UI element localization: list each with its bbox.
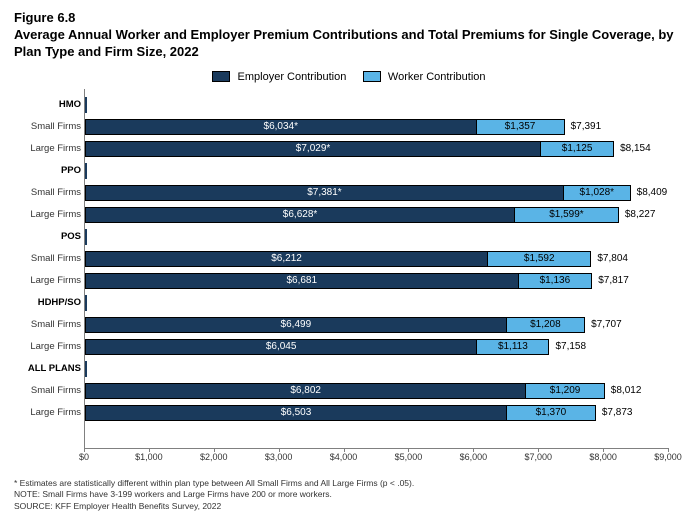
- category-header-label: POS: [15, 231, 81, 242]
- x-tick-label: $3,000: [265, 452, 293, 462]
- legend-worker-label: Worker Contribution: [388, 71, 486, 83]
- bar-worker: $1,125: [541, 141, 614, 157]
- category-header-row: HMO: [85, 97, 668, 113]
- bar-worker: $1,113: [477, 339, 549, 355]
- firm-size-label: Large Firms: [15, 209, 81, 220]
- category-header-row: PPO: [85, 163, 668, 179]
- category-header-label: HMO: [15, 99, 81, 110]
- data-row: Small Firms$6,212$1,592$7,804: [85, 251, 668, 267]
- x-tick-label: $2,000: [200, 452, 228, 462]
- bar-total-label: $7,817: [598, 275, 629, 286]
- bar-worker: $1,592: [488, 251, 591, 267]
- plot: HMOSmall Firms$6,034*$1,357$7,391Large F…: [84, 89, 668, 449]
- bar-worker: $1,209: [526, 383, 604, 399]
- bar-worker: $1,028*: [564, 185, 631, 201]
- x-tick-label: $8,000: [589, 452, 617, 462]
- category-header-label: PPO: [15, 165, 81, 176]
- data-row: Large Firms$6,503$1,370$7,873: [85, 405, 668, 421]
- bar-worker: $1,599*: [515, 207, 619, 223]
- x-tick-label: $4,000: [330, 452, 358, 462]
- bar-total-label: $8,409: [637, 187, 668, 198]
- bar-total-label: $7,707: [591, 319, 622, 330]
- figure-container: Figure 6.8 Average Annual Worker and Emp…: [0, 0, 698, 472]
- category-header-row: POS: [85, 229, 668, 245]
- x-tick-label: $0: [79, 452, 89, 462]
- firm-size-label: Large Firms: [15, 341, 81, 352]
- firm-size-label: Small Firms: [15, 319, 81, 330]
- chart-area: HMOSmall Firms$6,034*$1,357$7,391Large F…: [84, 89, 668, 464]
- bar-worker: $1,208: [507, 317, 585, 333]
- bar-employer: $6,499: [85, 317, 507, 333]
- footnotes: * Estimates are statistically different …: [0, 472, 698, 512]
- data-row: Large Firms$6,045$1,113$7,158: [85, 339, 668, 355]
- bar-employer: $7,381*: [85, 185, 564, 201]
- bar-total-label: $7,873: [602, 407, 633, 418]
- bar-total-label: $7,391: [571, 121, 602, 132]
- data-row: Small Firms$6,499$1,208$7,707: [85, 317, 668, 333]
- firm-size-label: Large Firms: [15, 275, 81, 286]
- legend-swatch-employer: [212, 71, 230, 82]
- legend: Employer Contribution Worker Contributio…: [14, 67, 684, 85]
- x-axis-labels: $0$1,000$2,000$3,000$4,000$5,000$6,000$7…: [84, 449, 668, 467]
- firm-size-label: Small Firms: [15, 253, 81, 264]
- data-row: Small Firms$6,034*$1,357$7,391: [85, 119, 668, 135]
- data-row: Large Firms$7,029*$1,125$8,154: [85, 141, 668, 157]
- bar-total-label: $8,154: [620, 143, 651, 154]
- x-tick-label: $6,000: [460, 452, 488, 462]
- bar-total-label: $8,012: [611, 385, 642, 396]
- header-tick: [85, 361, 87, 377]
- bar-employer: $6,681: [85, 273, 519, 289]
- firm-size-label: Large Firms: [15, 143, 81, 154]
- footnote-source: SOURCE: KFF Employer Health Benefits Sur…: [14, 501, 684, 512]
- x-tick-label: $1,000: [135, 452, 163, 462]
- firm-size-label: Large Firms: [15, 407, 81, 418]
- bar-total-label: $7,158: [555, 341, 586, 352]
- category-header-label: HDHP/SO: [15, 297, 81, 308]
- x-tick-label: $9,000: [654, 452, 682, 462]
- legend-worker: Worker Contribution: [363, 71, 486, 83]
- data-row: Large Firms$6,628*$1,599*$8,227: [85, 207, 668, 223]
- header-tick: [85, 97, 87, 113]
- footnote-significance: * Estimates are statistically different …: [14, 478, 684, 489]
- category-header-row: HDHP/SO: [85, 295, 668, 311]
- bar-worker: $1,357: [477, 119, 565, 135]
- bar-employer: $6,045: [85, 339, 477, 355]
- legend-employer-label: Employer Contribution: [238, 71, 347, 83]
- data-row: Large Firms$6,681$1,136$7,817: [85, 273, 668, 289]
- bar-worker: $1,370: [507, 405, 596, 421]
- bar-employer: $6,212: [85, 251, 488, 267]
- firm-size-label: Small Firms: [15, 121, 81, 132]
- x-tick-label: $7,000: [524, 452, 552, 462]
- bar-total-label: $8,227: [625, 209, 656, 220]
- legend-swatch-worker: [363, 71, 381, 82]
- data-row: Small Firms$6,802$1,209$8,012: [85, 383, 668, 399]
- legend-employer: Employer Contribution: [212, 71, 346, 83]
- data-row: Small Firms$7,381*$1,028*$8,409: [85, 185, 668, 201]
- header-tick: [85, 163, 87, 179]
- category-header-row: ALL PLANS: [85, 361, 668, 377]
- category-header-label: ALL PLANS: [15, 363, 81, 374]
- bar-employer: $6,503: [85, 405, 507, 421]
- header-tick: [85, 229, 87, 245]
- footnote-note: NOTE: Small Firms have 3-199 workers and…: [14, 489, 684, 500]
- bar-worker: $1,136: [519, 273, 593, 289]
- bar-employer: $7,029*: [85, 141, 541, 157]
- figure-title: Average Annual Worker and Employer Premi…: [14, 27, 684, 61]
- firm-size-label: Small Firms: [15, 385, 81, 396]
- bar-employer: $6,802: [85, 383, 526, 399]
- bar-employer: $6,628*: [85, 207, 515, 223]
- firm-size-label: Small Firms: [15, 187, 81, 198]
- bar-total-label: $7,804: [597, 253, 628, 264]
- bar-employer: $6,034*: [85, 119, 477, 135]
- header-tick: [85, 295, 87, 311]
- x-tick-label: $5,000: [395, 452, 423, 462]
- figure-number: Figure 6.8: [14, 10, 684, 25]
